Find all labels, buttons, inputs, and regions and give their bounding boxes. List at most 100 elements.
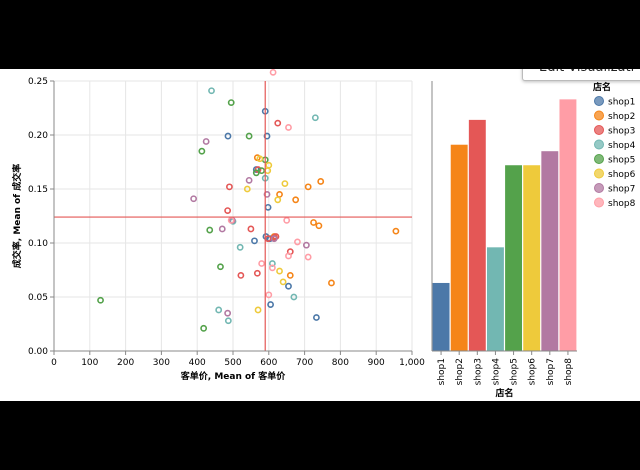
scatter-x-tick-label: 700	[296, 358, 313, 368]
scatter-point-shop6	[254, 306, 262, 314]
bar-shop6	[523, 165, 541, 351]
scatter-x-tick-label: 200	[117, 358, 134, 368]
scatter-point-shop5	[198, 147, 206, 155]
bar-shop5	[505, 165, 523, 351]
scatter-point-shop8	[227, 216, 235, 224]
scatter-point-shop7	[245, 176, 253, 184]
bar-shop3	[468, 119, 486, 351]
scatter-point-shop1	[313, 314, 320, 321]
bar-shop8	[559, 99, 577, 351]
scatter-point-shop6	[274, 196, 282, 204]
scatter-point-shop1	[267, 301, 274, 308]
scatter-point-shop1	[264, 203, 272, 211]
legend-swatch-shop6	[594, 168, 604, 179]
bar-x-tick-label: shop1	[437, 358, 447, 385]
bar-x-tick-label: shop4	[491, 358, 501, 386]
scatter-point-shop5	[200, 324, 208, 332]
legend-swatch-shop3	[594, 125, 604, 135]
legend: 店名 shop1 shop2 shop3 shop4 shop5 shop6 shop7 sh…	[593, 81, 636, 209]
scatter-point-shop7	[263, 191, 271, 198]
scatter-x-tick-label: 300	[153, 358, 170, 368]
scatter-axes: 0 100 200 300 400 500 600 700 800 900 1,000 0.00 0.0…	[28, 77, 425, 368]
scatter-point-shop8	[265, 291, 273, 299]
scatter-point-shop3	[247, 225, 255, 233]
legend-swatch-shop4	[594, 139, 604, 150]
scatter-point-shop5	[258, 167, 266, 175]
scatter-point-shop4	[224, 317, 232, 325]
scatter-point-shop1	[224, 132, 232, 140]
bar-shop1	[432, 282, 450, 351]
scatter-x-tick-label: 400	[189, 358, 206, 368]
scatter-point-shop7	[270, 235, 278, 243]
scatter-point-shop2	[328, 279, 335, 287]
scatter-point-shop5	[252, 169, 260, 177]
scatter-point-shop8	[269, 69, 277, 76]
bar-x-tick-label: shop5	[510, 358, 520, 385]
scatter-point-shop4	[215, 306, 223, 314]
scatter-point-shop6	[276, 267, 283, 275]
bar-x-tick-label: shop8	[564, 358, 574, 386]
scatter-point-shop3	[253, 269, 261, 277]
scatter-point-shop2	[392, 227, 400, 235]
chart-svg: 0 100 200 300 400 500 600 700 800 900 1,000 0.00 0.0…	[11, 69, 636, 399]
scatter-y-tick-label: 0.05	[28, 293, 48, 303]
scatter-point-shop5	[217, 263, 224, 271]
scatter-point-shop2	[310, 219, 317, 226]
scatter-point-shop8	[285, 124, 292, 131]
scatter-point-shop4	[236, 243, 244, 251]
scatter-point-shop2	[276, 191, 283, 198]
scatter-y-tick-label: 0.25	[28, 77, 48, 87]
legend-swatch-shop8	[594, 197, 604, 208]
bar-shop7	[541, 151, 559, 351]
scatter-point-shop8	[283, 216, 291, 224]
scatter-point-shop1	[285, 282, 292, 290]
scatter-point-shop4	[208, 87, 215, 95]
legend-label-shop1: shop1	[608, 98, 635, 108]
scatter-point-shop7	[218, 225, 226, 233]
scatter-point-shop5	[97, 296, 104, 304]
scatter-point-shop8	[258, 260, 266, 267]
scatter-x-tick-label: 100	[81, 358, 98, 368]
scatter-point-shop1	[251, 237, 258, 245]
scatter-point-shop6	[279, 278, 287, 286]
legend-swatch-shop5	[594, 154, 604, 164]
scatter-point-shop4	[268, 260, 276, 267]
scatter-point-shop7	[202, 138, 210, 145]
scatter-y-axis-title: 成交率, Mean of 成交率	[11, 164, 23, 268]
scatter-point-shop1	[263, 132, 271, 140]
legend-swatch-shop1	[594, 96, 604, 106]
scatter-point-shop2	[292, 196, 300, 204]
scatter-point-shop7	[190, 195, 198, 203]
scatter-point-shop4	[311, 114, 319, 122]
legend-label-shop8: shop8	[608, 199, 636, 209]
edit-visualization-button[interactable]: Edit Visualizati	[522, 69, 640, 81]
scatter-x-tick-label: 600	[260, 358, 277, 368]
legend-title: 店名	[593, 81, 611, 93]
scatter-x-tick-label: 900	[368, 358, 385, 368]
legend-label-shop7: shop7	[608, 185, 635, 195]
chart-canvas: 0 100 200 300 400 500 600 700 800 900 1,000 0.00 0.0…	[0, 69, 640, 401]
scatter-x-tick-label: 1,000	[399, 358, 425, 368]
legend-label-shop3: shop3	[608, 127, 635, 137]
scatter-point-shop6	[243, 185, 251, 193]
legend-label-shop4: shop4	[608, 141, 636, 151]
scatter-y-tick-label: 0.00	[28, 347, 48, 357]
scatter-point-shop2	[317, 178, 325, 185]
scatter-point-shop3	[226, 183, 233, 191]
scatter-point-shop2	[286, 271, 294, 279]
bar-x-axis-title: 店名	[495, 387, 513, 399]
scatter-point-shop5	[227, 99, 235, 106]
bar-shop4	[486, 247, 504, 351]
scatter-point-shop4	[290, 293, 298, 301]
scatter-point-shop8	[304, 253, 312, 261]
scatter-point-shop3	[224, 207, 232, 214]
scatter-point-shop7	[302, 241, 310, 249]
bar-x-tick-label: shop7	[546, 358, 556, 385]
scatter-point-shop8	[268, 264, 276, 272]
scatter-point-shop5	[206, 226, 214, 234]
scatter-point-shop6	[281, 180, 289, 187]
scatter-x-tick-label: 0	[51, 358, 57, 368]
bar-x-tick-label: shop2	[455, 358, 465, 385]
scatter-point-shop3	[237, 271, 245, 279]
scatter-point-shop3	[274, 119, 282, 127]
